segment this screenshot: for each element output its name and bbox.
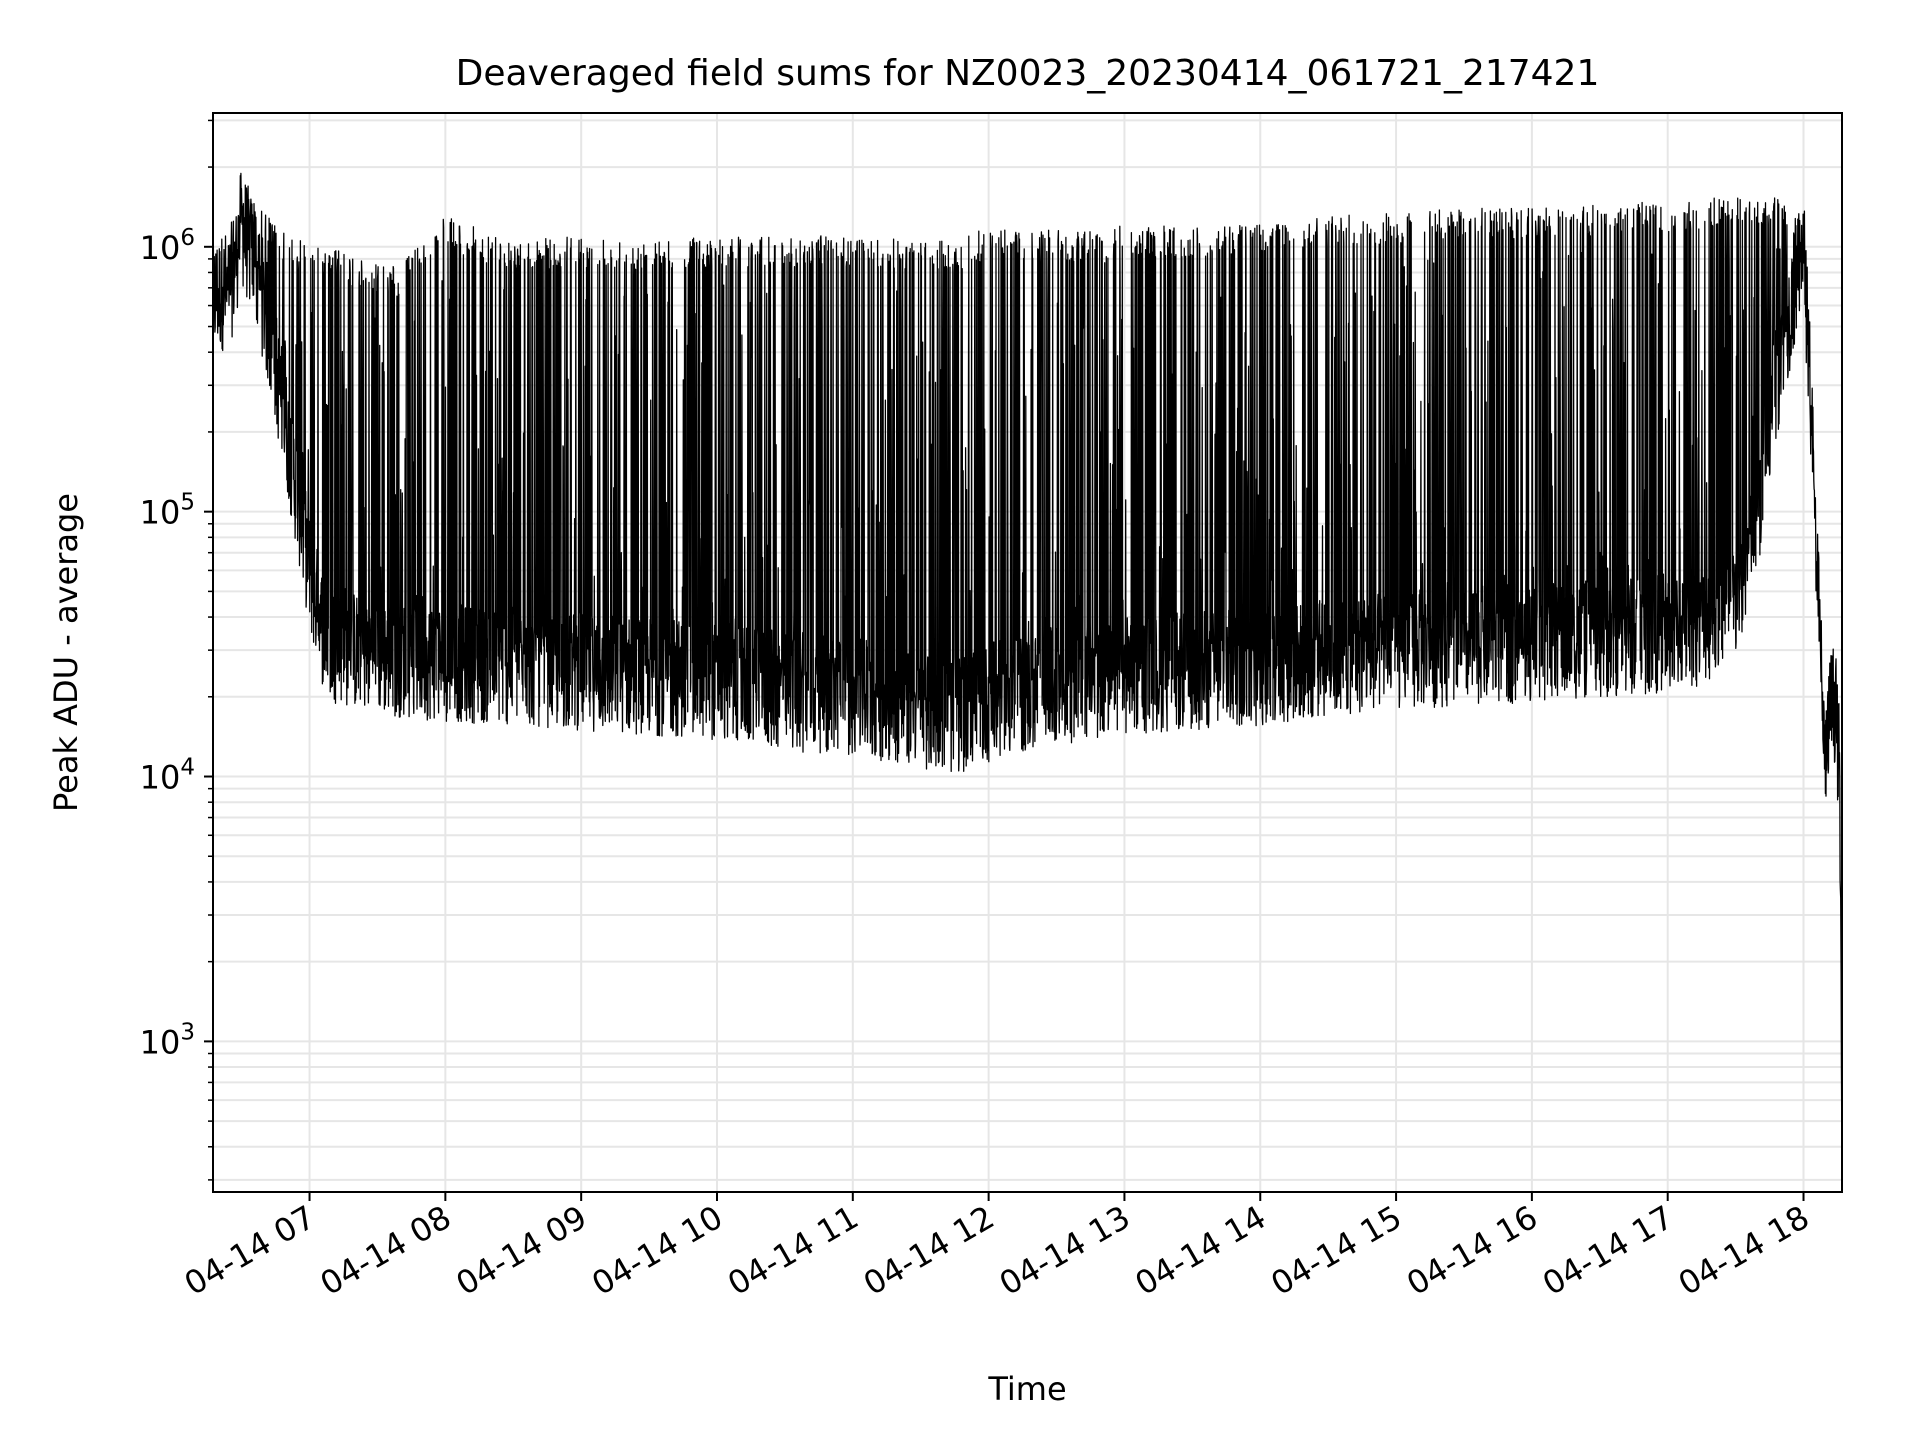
x-tick-label: 04-14 14 xyxy=(1129,1198,1273,1303)
plot-frame xyxy=(212,112,1843,1193)
series-line xyxy=(212,172,1843,1142)
x-tick-label: 04-14 17 xyxy=(1536,1198,1680,1303)
x-tick-label: 04-14 09 xyxy=(450,1198,594,1303)
x-tick-label: 04-14 15 xyxy=(1264,1198,1408,1303)
y-tick-label: 103 xyxy=(140,1019,195,1061)
x-tick-label: 04-14 11 xyxy=(721,1198,865,1303)
y-tick-label: 106 xyxy=(140,225,195,267)
x-tick-label: 04-14 10 xyxy=(585,1198,729,1303)
x-tick-label: 04-14 13 xyxy=(993,1198,1137,1303)
chart-title: Deaveraged field sums for NZ0023_2023041… xyxy=(456,53,1600,94)
data-trace xyxy=(212,172,1843,1142)
x-tick-label: 04-14 07 xyxy=(178,1198,322,1303)
y-tick-label: 105 xyxy=(140,490,195,532)
x-tick-label: 04-14 12 xyxy=(857,1198,1001,1303)
x-tick-label: 04-14 08 xyxy=(314,1198,458,1303)
y-axis-label: Peak ADU - average xyxy=(47,493,85,812)
x-axis-label: Time xyxy=(987,1370,1066,1408)
y-tick-label: 104 xyxy=(140,755,195,797)
x-tick-label: 04-14 18 xyxy=(1672,1198,1816,1303)
x-tick-label: 04-14 16 xyxy=(1400,1198,1544,1303)
